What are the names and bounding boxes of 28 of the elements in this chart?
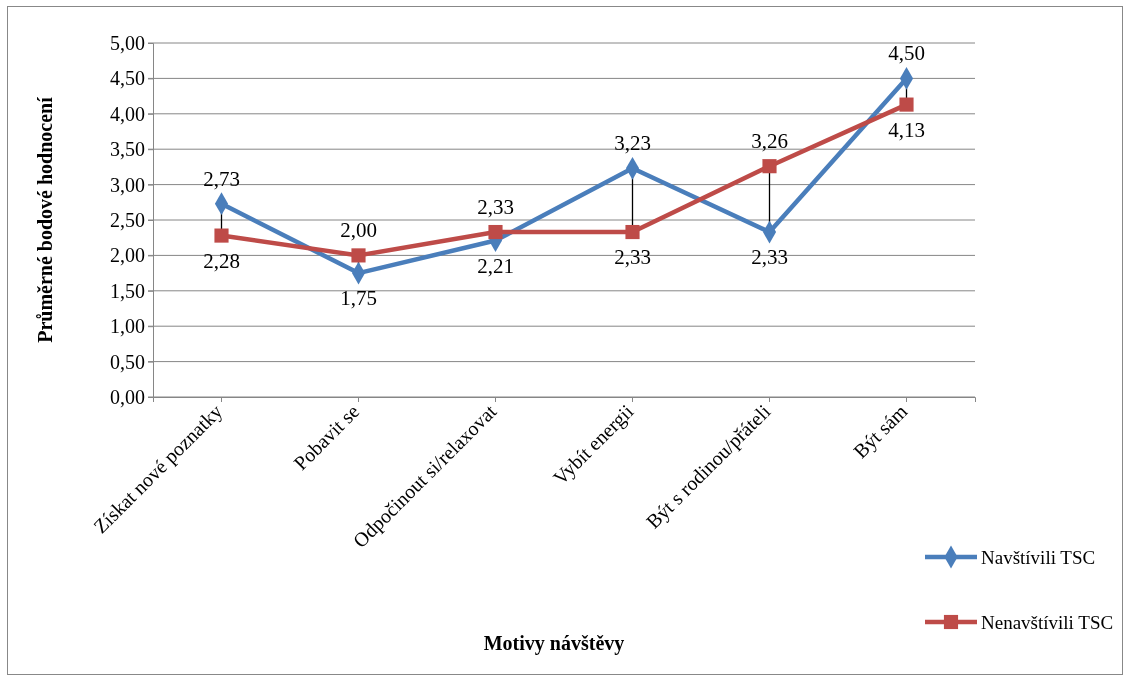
y-tick-label: 1,00 [110, 315, 145, 338]
data-label: 2,33 [751, 245, 788, 270]
legend-label: Nenavštívili TSC [981, 612, 1114, 633]
y-tick-label: 3,50 [110, 138, 145, 161]
data-label: 1,75 [340, 286, 377, 311]
data-label: 3,26 [751, 129, 788, 154]
y-tick-label: 0,50 [110, 350, 145, 373]
y-tick-label: 3,00 [110, 173, 145, 196]
data-label: 4,50 [888, 41, 925, 66]
data-label: 3,23 [614, 131, 651, 156]
data-label: 2,73 [203, 166, 240, 191]
data-label: 2,28 [203, 248, 240, 273]
y-tick-label: 5,00 [110, 31, 145, 54]
x-tick-label: Být sám [849, 399, 913, 464]
data-label: 2,21 [477, 253, 514, 278]
data-label: 2,00 [340, 218, 377, 243]
y-tick-label: 4,00 [110, 102, 145, 125]
data-label: 2,33 [614, 245, 651, 270]
y-tick-label: 0,00 [110, 385, 145, 408]
y-tick-label: 2,50 [110, 208, 145, 231]
y-tick-label: 1,50 [110, 279, 145, 302]
data-label: 4,13 [888, 117, 925, 142]
y-axis-title: Průměrné bodové hodnocení [34, 96, 56, 343]
data-label: 2,33 [477, 195, 514, 220]
y-tick-label: 2,00 [110, 244, 145, 267]
legend-label: Navštívili TSC [981, 547, 1096, 568]
x-axis-title: Motivy návštěvy [483, 632, 625, 655]
y-tick-label: 4,50 [110, 67, 145, 90]
